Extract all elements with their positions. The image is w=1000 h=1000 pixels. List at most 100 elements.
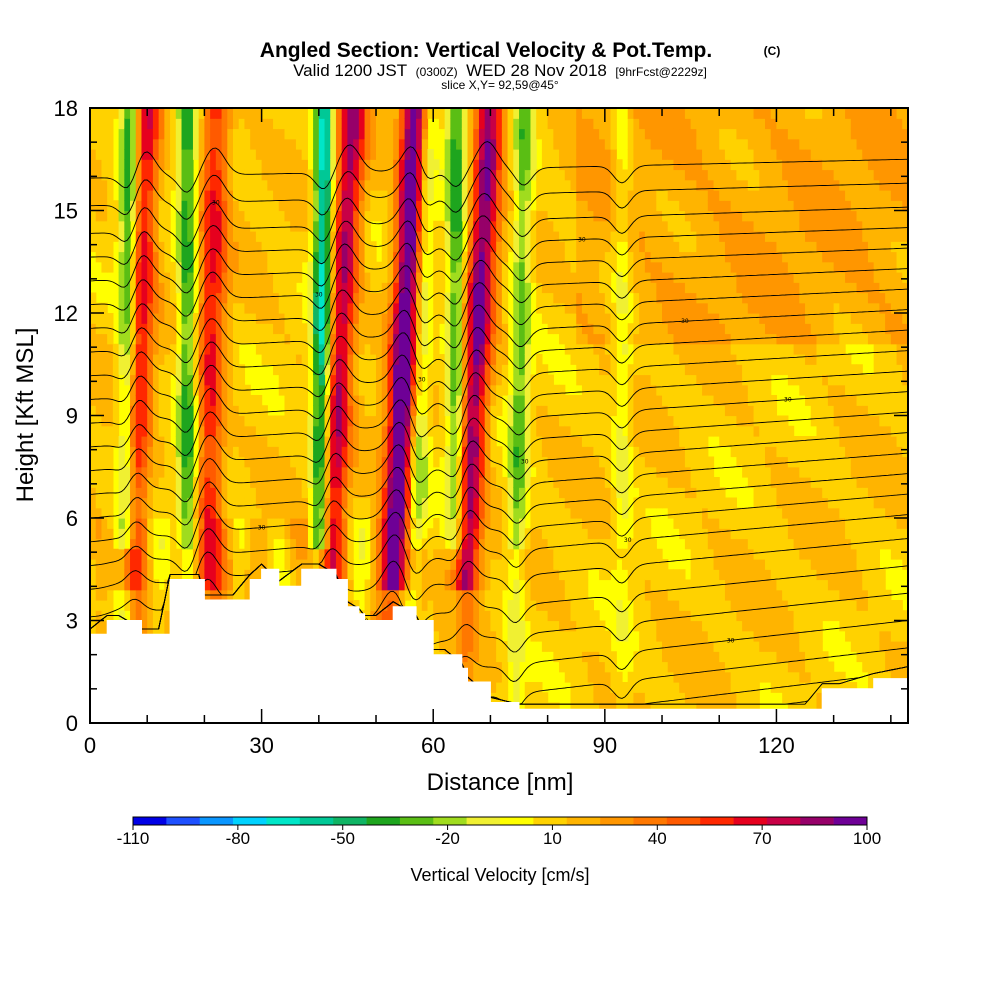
- velocity-cell: [381, 190, 389, 201]
- velocity-cell: [547, 538, 554, 550]
- velocity-cell: [284, 507, 291, 519]
- velocity-cell: [501, 200, 509, 212]
- velocity-cell: [541, 138, 549, 150]
- velocity-cell: [313, 395, 320, 406]
- velocity-cell: [524, 579, 532, 591]
- velocity-cell: [410, 569, 417, 581]
- velocity-cell: [559, 528, 566, 540]
- velocity-cell: [398, 118, 406, 130]
- velocity-cell: [581, 354, 589, 365]
- velocity-cell: [170, 487, 177, 499]
- velocity-cell: [175, 149, 183, 160]
- velocity-cell: [410, 241, 417, 253]
- velocity-cell: [284, 282, 291, 294]
- velocity-cell: [581, 395, 589, 406]
- velocity-cell: [221, 425, 228, 437]
- velocity-cell: [576, 559, 583, 570]
- velocity-cell: [187, 466, 194, 478]
- velocity-cell: [576, 436, 583, 447]
- velocity-cell: [301, 436, 308, 447]
- velocity-cell: [581, 108, 589, 119]
- velocity-cell: [227, 579, 234, 591]
- velocity-cell: [387, 282, 394, 294]
- velocity-cell: [501, 210, 509, 222]
- velocity-cell: [501, 354, 509, 365]
- velocity-cell: [576, 190, 583, 201]
- velocity-cell: [478, 507, 486, 519]
- velocity-cell: [564, 302, 572, 314]
- velocity-cell: [284, 272, 291, 283]
- velocity-cell: [599, 149, 606, 160]
- velocity-cell: [147, 548, 154, 560]
- velocity-cell: [255, 446, 263, 458]
- velocity-cell: [450, 538, 457, 550]
- velocity-cell: [152, 343, 160, 355]
- velocity-cell: [318, 374, 326, 386]
- velocity-cell: [101, 610, 108, 622]
- velocity-cell: [90, 620, 97, 632]
- velocity-cell: [559, 477, 566, 488]
- velocity-cell: [284, 477, 291, 488]
- velocity-cell: [324, 497, 331, 509]
- velocity-cell: [250, 149, 257, 160]
- velocity-cell: [295, 169, 303, 181]
- velocity-cell: [204, 364, 211, 376]
- velocity-cell: [250, 169, 257, 181]
- velocity-cell: [461, 630, 469, 642]
- velocity-cell: [404, 456, 411, 468]
- velocity-cell: [593, 466, 600, 478]
- velocity-cell: [118, 200, 125, 212]
- velocity-cell: [553, 292, 560, 304]
- velocity-cell: [267, 251, 274, 263]
- velocity-cell: [547, 395, 554, 406]
- velocity-cell: [564, 579, 572, 591]
- velocity-cell: [450, 169, 457, 181]
- velocity-cell: [427, 159, 434, 171]
- velocity-cell: [559, 466, 566, 478]
- velocity-cell: [507, 118, 514, 130]
- velocity-cell: [387, 436, 394, 447]
- velocity-cell: [490, 128, 497, 140]
- velocity-cell: [358, 497, 366, 509]
- velocity-cell: [347, 374, 354, 386]
- velocity-cell: [164, 200, 171, 212]
- velocity-cell: [135, 610, 143, 622]
- velocity-cell: [187, 282, 194, 294]
- velocity-cell: [547, 313, 554, 324]
- velocity-cell: [341, 497, 349, 509]
- velocity-cell: [370, 518, 377, 529]
- velocity-cell: [530, 241, 537, 253]
- velocity-cell: [530, 149, 537, 160]
- velocity-cell: [318, 559, 326, 570]
- velocity-cell: [576, 292, 583, 304]
- velocity-cell: [604, 374, 612, 386]
- velocity-cell: [587, 692, 594, 704]
- velocity-cell: [330, 436, 337, 447]
- velocity-cell: [530, 702, 537, 714]
- velocity-cell: [330, 415, 337, 427]
- velocity-cell: [553, 282, 560, 294]
- velocity-cell: [421, 425, 429, 437]
- velocity-cell: [513, 251, 520, 263]
- velocity-cell: [221, 497, 228, 509]
- velocity-cell: [244, 272, 251, 283]
- velocity-cell: [112, 364, 120, 376]
- velocity-cell: [330, 231, 337, 242]
- velocity-cell: [295, 200, 303, 212]
- velocity-cell: [450, 374, 457, 386]
- velocity-cell: [261, 477, 268, 488]
- velocity-cell: [507, 610, 514, 622]
- velocity-cell: [610, 364, 617, 376]
- velocity-cell: [255, 569, 263, 581]
- velocity-cell: [187, 179, 194, 191]
- velocity-cell: [164, 620, 171, 632]
- velocity-cell: [433, 395, 440, 406]
- velocity-cell: [576, 671, 583, 683]
- velocity-cell: [364, 128, 371, 140]
- velocity-cell: [513, 108, 520, 119]
- velocity-cell: [107, 456, 114, 468]
- velocity-cell: [404, 559, 411, 570]
- velocity-cell: [553, 528, 560, 540]
- velocity-cell: [295, 343, 303, 355]
- velocity-cell: [559, 241, 566, 253]
